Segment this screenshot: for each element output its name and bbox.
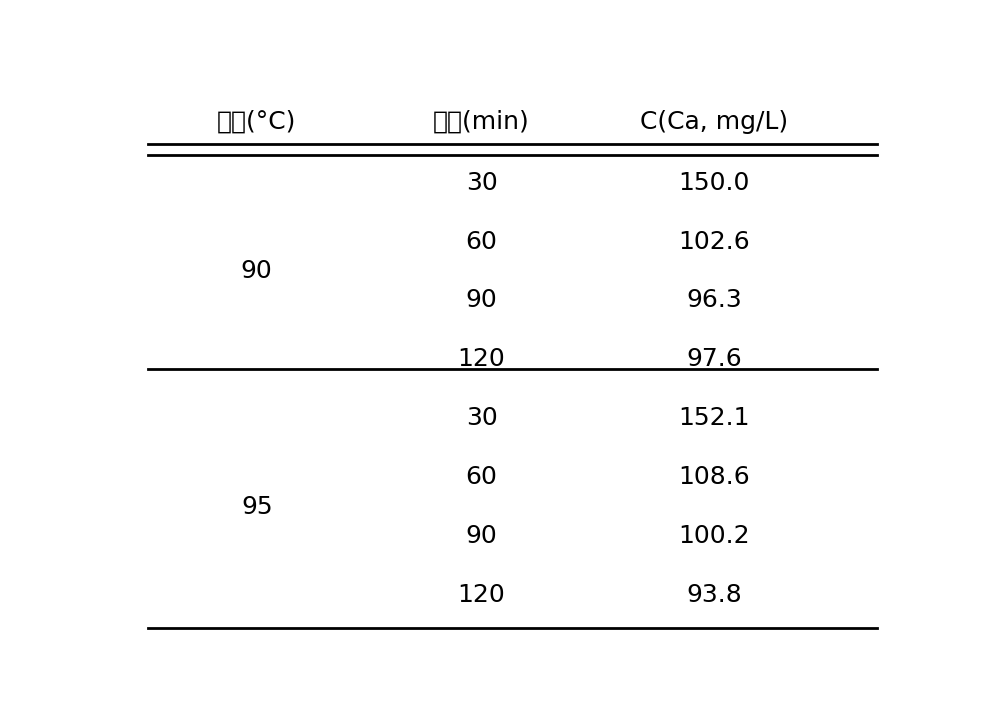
Text: 95: 95 [241,495,273,518]
Text: 93.8: 93.8 [686,583,742,607]
Text: 60: 60 [466,465,497,489]
Text: C(Ca, mg/L): C(Ca, mg/L) [640,110,788,134]
Text: 30: 30 [466,171,497,194]
Text: 90: 90 [466,288,497,312]
Text: 120: 120 [458,583,505,607]
Text: 102.6: 102.6 [678,229,750,254]
Text: 100.2: 100.2 [678,524,750,548]
Text: 152.1: 152.1 [678,407,750,430]
Text: 30: 30 [466,407,497,430]
Text: 150.0: 150.0 [678,171,750,194]
Text: 90: 90 [466,524,497,548]
Text: 60: 60 [466,229,497,254]
Text: 108.6: 108.6 [678,465,750,489]
Text: 时间(min): 时间(min) [433,110,530,134]
Text: 96.3: 96.3 [686,288,742,312]
Text: 120: 120 [458,347,505,371]
Text: 97.6: 97.6 [686,347,742,371]
Text: 90: 90 [241,259,273,283]
Text: 温度(°C): 温度(°C) [217,110,296,134]
